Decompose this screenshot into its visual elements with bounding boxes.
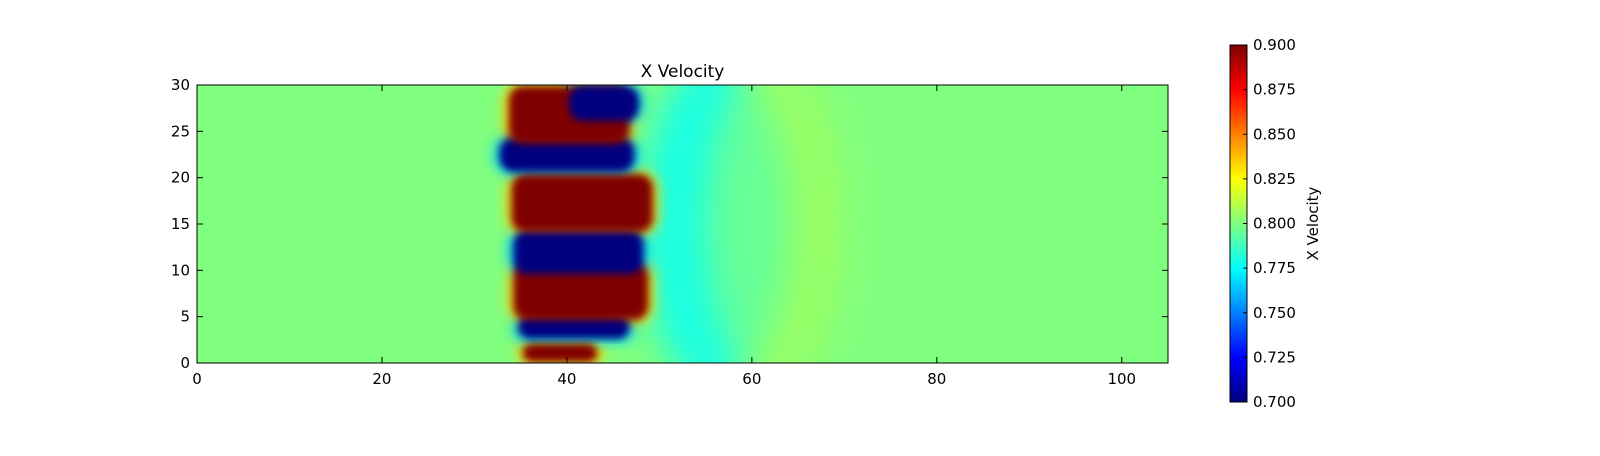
colorbar-tick-label-6: 0.850 <box>1253 125 1296 143</box>
y-tick-label-3: 15 <box>171 215 190 233</box>
y-tick-label-1: 5 <box>180 308 190 326</box>
colorbar: 0.700 0.725 0.750 0.775 0.800 0.825 0.850 0.875… <box>1229 36 1322 411</box>
colorbar-label: X Velocity <box>1304 186 1322 260</box>
x-tick-label-5: 100 <box>1107 370 1136 388</box>
y-axis: 0 5 10 15 20 25 30 <box>171 76 1168 372</box>
field-high-2 <box>513 262 649 321</box>
colorbar-tick-label-0: 0.700 <box>1253 393 1296 411</box>
plot-area <box>197 85 1168 363</box>
colorbar-ticks: 0.700 0.725 0.750 0.775 0.800 0.825 0.850 0.875… <box>1243 36 1296 411</box>
colorbar-tick-label-1: 0.725 <box>1253 348 1296 366</box>
field-low-3 <box>513 229 644 274</box>
colorbar-tick-label-3: 0.775 <box>1253 259 1296 277</box>
colorbar-tick-label-7: 0.875 <box>1253 81 1296 99</box>
field-low-1 <box>518 314 630 339</box>
field-high-0 <box>522 343 598 362</box>
y-tick-label-5: 25 <box>171 122 190 140</box>
field-high-4 <box>511 174 653 233</box>
chart-title: X Velocity <box>641 62 725 82</box>
x-tick-label-3: 60 <box>742 370 761 388</box>
colorbar-tick-label-5: 0.825 <box>1253 170 1296 188</box>
y-tick-label-4: 20 <box>171 169 190 187</box>
y-tick-label-0: 0 <box>180 354 190 372</box>
x-tick-label-2: 40 <box>557 370 576 388</box>
colorbar-tick-label-8: 0.900 <box>1253 36 1296 54</box>
field-low-7 <box>568 86 639 122</box>
x-tick-label-4: 80 <box>927 370 946 388</box>
field-crest-9 <box>705 85 845 363</box>
y-tick-label-6: 30 <box>171 76 190 94</box>
colorbar-tick-label-2: 0.750 <box>1253 304 1296 322</box>
x-tick-label-1: 20 <box>372 370 391 388</box>
field-low-5 <box>499 136 635 173</box>
colorbar-tick-label-4: 0.800 <box>1253 215 1296 233</box>
x-tick-label-0: 0 <box>192 370 202 388</box>
x-axis: 0 20 40 60 80 100 <box>192 85 1136 388</box>
y-tick-label-2: 10 <box>171 261 190 279</box>
